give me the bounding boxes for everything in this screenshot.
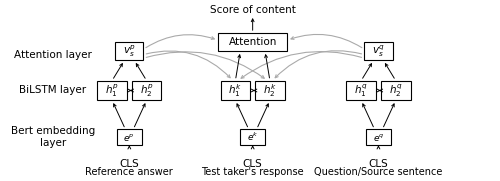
FancyBboxPatch shape: [346, 81, 376, 100]
Text: $e^k$: $e^k$: [246, 131, 258, 143]
FancyBboxPatch shape: [255, 81, 284, 100]
FancyBboxPatch shape: [364, 42, 392, 60]
Text: $v_s^p$: $v_s^p$: [123, 43, 136, 59]
FancyBboxPatch shape: [381, 81, 410, 100]
FancyBboxPatch shape: [366, 129, 391, 145]
Text: Test taker's response: Test taker's response: [202, 167, 304, 177]
Text: CLS: CLS: [368, 159, 388, 169]
Text: $h_1^q$: $h_1^q$: [354, 82, 368, 99]
Text: Question/Source sentence: Question/Source sentence: [314, 167, 442, 177]
Text: $e^p$: $e^p$: [124, 132, 135, 143]
FancyBboxPatch shape: [240, 129, 265, 145]
FancyBboxPatch shape: [117, 129, 142, 145]
FancyBboxPatch shape: [116, 42, 143, 60]
FancyBboxPatch shape: [218, 33, 287, 51]
Text: Score of content: Score of content: [210, 5, 296, 15]
Text: $h_1^p$: $h_1^p$: [106, 82, 119, 99]
Text: CLS: CLS: [243, 159, 262, 169]
FancyBboxPatch shape: [132, 81, 162, 100]
Text: Bert embedding
layer: Bert embedding layer: [10, 126, 95, 148]
Text: Attention layer: Attention layer: [14, 50, 92, 60]
FancyBboxPatch shape: [98, 81, 127, 100]
FancyBboxPatch shape: [220, 81, 250, 100]
Text: $h_2^q$: $h_2^q$: [389, 82, 402, 99]
Text: $e^q$: $e^q$: [372, 132, 384, 143]
Text: $v_s^q$: $v_s^q$: [372, 43, 385, 59]
Text: Reference answer: Reference answer: [86, 167, 173, 177]
Text: $h_2^p$: $h_2^p$: [140, 82, 153, 99]
Text: $h_2^k$: $h_2^k$: [263, 82, 277, 99]
Text: BiLSTM layer: BiLSTM layer: [20, 85, 86, 96]
Text: CLS: CLS: [120, 159, 139, 169]
Text: $h_1^k$: $h_1^k$: [228, 82, 242, 99]
Text: Attention: Attention: [228, 37, 277, 47]
